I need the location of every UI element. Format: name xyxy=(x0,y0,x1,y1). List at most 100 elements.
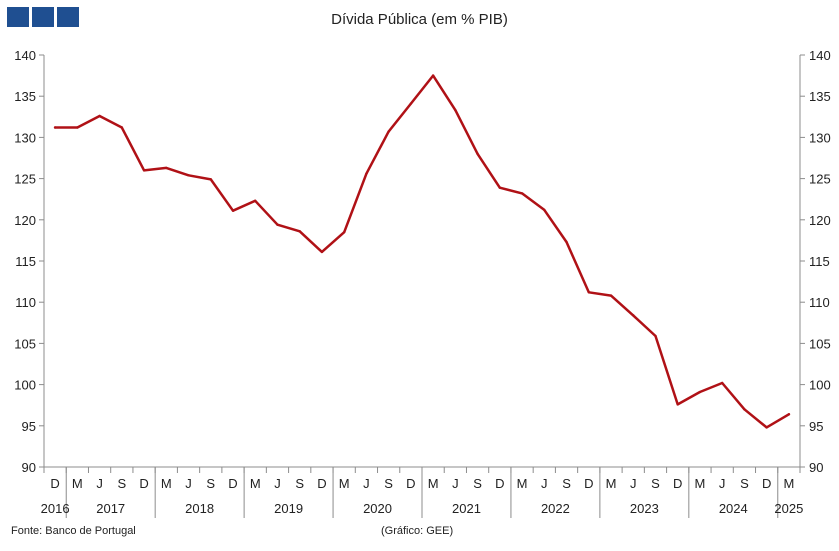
y-tick-label-left: 125 xyxy=(14,172,36,187)
series-line-debt xyxy=(53,74,791,429)
y-tick-label-right: 140 xyxy=(809,48,831,63)
y-tick-label-right: 135 xyxy=(809,89,831,104)
y-tick-label-left: 130 xyxy=(14,130,36,145)
logo-square-icon xyxy=(7,7,29,27)
data-point xyxy=(743,408,746,411)
data-point xyxy=(120,126,124,129)
data-point xyxy=(587,291,590,294)
credit-note: (Gráfico: GEE) xyxy=(381,525,454,537)
source-note: Fonte: Banco de Portugal xyxy=(11,525,136,537)
data-point xyxy=(520,192,524,195)
x-quarter-label: J xyxy=(630,476,637,491)
x-year-label: 2020 xyxy=(363,501,392,516)
data-point xyxy=(254,199,257,203)
x-quarter-label: D xyxy=(584,476,593,491)
data-point xyxy=(476,152,479,156)
data-point xyxy=(431,74,435,77)
x-quarter-label: S xyxy=(295,476,304,491)
x-quarter-label: M xyxy=(72,476,83,491)
logo xyxy=(7,7,79,27)
y-tick-label-right: 90 xyxy=(809,460,823,475)
y-tick-label-left: 100 xyxy=(14,378,36,393)
y-tick-label-right: 100 xyxy=(809,378,831,393)
x-year-label: 2024 xyxy=(719,501,748,516)
y-tick-label-right: 125 xyxy=(809,172,831,187)
data-point xyxy=(787,413,791,416)
x-quarter-label: D xyxy=(228,476,237,491)
y-tick-label-right: 95 xyxy=(809,419,823,434)
y-tick-label-left: 115 xyxy=(15,254,36,269)
x-quarter-label: D xyxy=(406,476,415,491)
data-point xyxy=(342,230,346,234)
x-quarter-label: J xyxy=(363,476,370,491)
x-quarter-label: M xyxy=(783,476,794,491)
data-point xyxy=(187,174,190,177)
x-year-label: 2021 xyxy=(452,501,481,516)
data-point xyxy=(543,208,546,212)
x-quarter-label: D xyxy=(673,476,682,491)
x-quarter-label: S xyxy=(651,476,660,491)
x-quarter-label: M xyxy=(695,476,706,491)
data-point xyxy=(53,126,57,129)
x-year-label: 2022 xyxy=(541,501,570,516)
data-point xyxy=(498,186,502,189)
x-quarter-label: S xyxy=(740,476,749,491)
x-year-label: 2016 xyxy=(41,501,70,516)
x-quarter-label: J xyxy=(274,476,281,491)
data-point xyxy=(165,166,168,170)
data-point xyxy=(76,126,79,129)
data-point xyxy=(654,334,657,338)
x-quarter-label: S xyxy=(206,476,215,491)
y-tick-label-right: 105 xyxy=(809,336,831,351)
x-year-label: 2018 xyxy=(185,501,214,516)
x-quarter-label: M xyxy=(517,476,528,491)
x-year-label: 2023 xyxy=(630,501,659,516)
y-tick-label-left: 105 xyxy=(14,336,36,351)
x-quarter-label: M xyxy=(428,476,439,491)
x-quarter-label: D xyxy=(139,476,148,491)
x-year-label: 2025 xyxy=(774,501,803,516)
data-point xyxy=(454,109,457,112)
x-quarter-label: S xyxy=(384,476,393,491)
x-quarter-label: S xyxy=(473,476,482,491)
x-quarter-label: S xyxy=(562,476,571,491)
y-tick-label-right: 110 xyxy=(809,295,830,310)
x-year-label: 2019 xyxy=(274,501,303,516)
y-tick-label-right: 120 xyxy=(809,213,831,228)
x-quarter-label: J xyxy=(452,476,459,491)
x-quarter-label: J xyxy=(541,476,548,491)
data-point xyxy=(720,381,724,385)
data-point xyxy=(142,169,146,172)
x-quarter-label: M xyxy=(339,476,350,491)
logo-square-icon xyxy=(57,7,79,27)
y-tick-label-left: 135 xyxy=(14,89,36,104)
x-quarter-label: D xyxy=(495,476,504,491)
logo-square-icon xyxy=(32,7,54,27)
data-point xyxy=(609,294,613,297)
data-point xyxy=(765,426,768,429)
x-quarter-label: D xyxy=(317,476,326,491)
data-point xyxy=(209,178,212,181)
y-tick-label-right: 115 xyxy=(809,254,830,269)
x-quarter-label: J xyxy=(185,476,192,491)
chart-title: Dívida Pública (em % PIB) xyxy=(331,11,508,28)
data-point xyxy=(409,102,413,105)
data-point xyxy=(276,223,279,226)
x-quarter-label: M xyxy=(606,476,617,491)
y-tick-label-left: 140 xyxy=(14,48,36,63)
x-quarter-label: M xyxy=(161,476,172,491)
data-point xyxy=(698,390,702,394)
y-tick-label-left: 95 xyxy=(22,419,36,434)
data-point xyxy=(98,114,101,118)
y-tick-label-left: 90 xyxy=(22,460,36,475)
x-quarter-label: S xyxy=(117,476,126,491)
data-point xyxy=(565,240,568,244)
data-point xyxy=(632,314,635,317)
data-point xyxy=(676,403,679,406)
data-point xyxy=(320,250,324,254)
data-point xyxy=(298,230,301,233)
y-tick-label-left: 110 xyxy=(15,295,36,310)
x-quarter-label: D xyxy=(762,476,771,491)
x-year-label: 2017 xyxy=(96,501,125,516)
